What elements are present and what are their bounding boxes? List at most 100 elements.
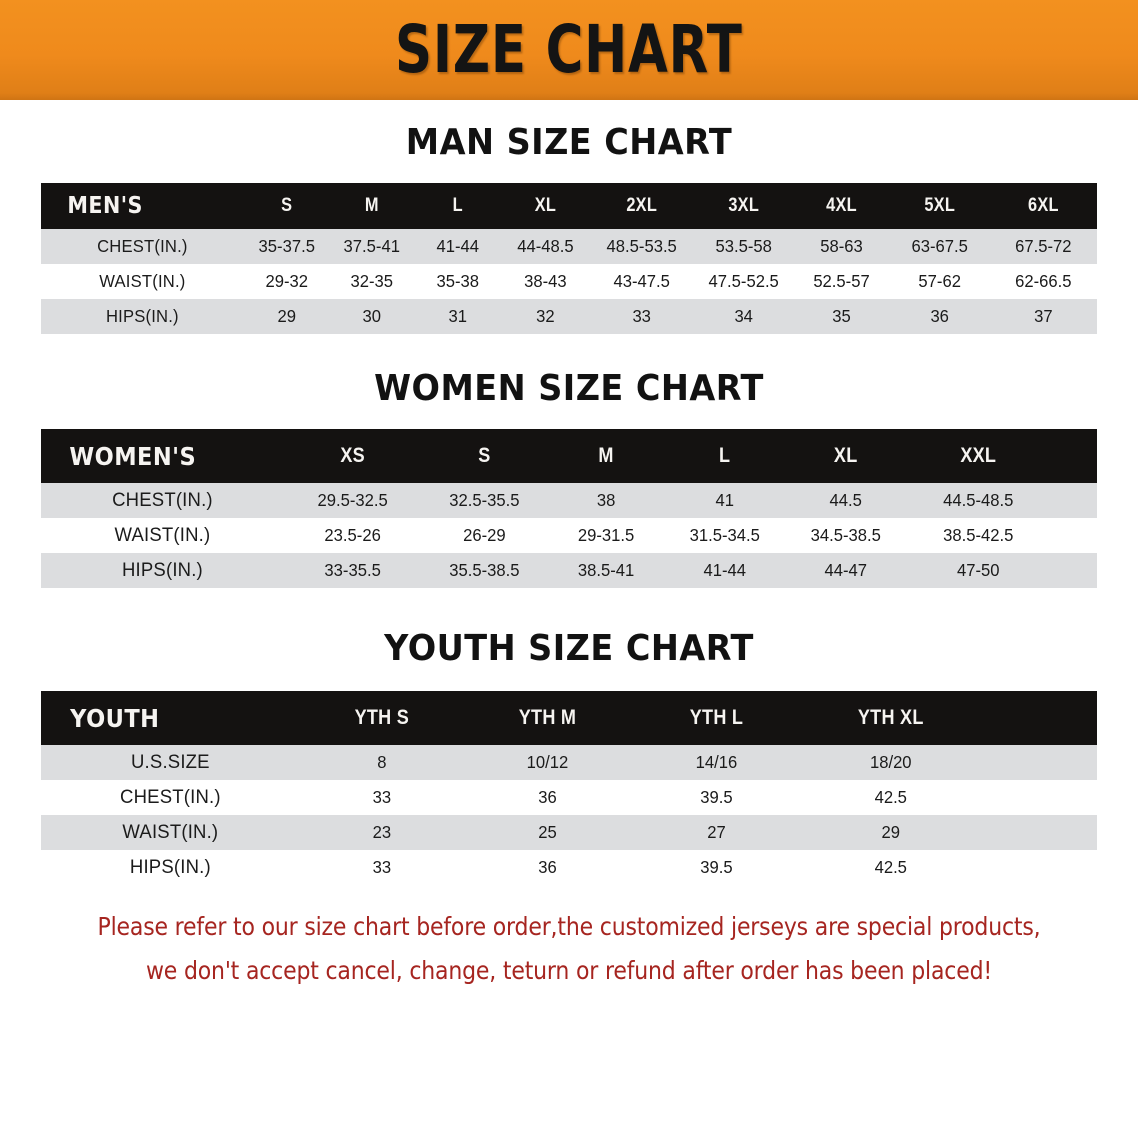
table-cell: 36	[930, 306, 949, 326]
table-cell: 23.5-26	[324, 525, 381, 545]
table-cell: 43-47.5	[613, 271, 671, 291]
table-cell: 42.5	[874, 857, 908, 877]
table-cell: 29	[277, 306, 296, 326]
table-cell: 47-50	[956, 560, 1000, 580]
youth-corner-label: YOUTH	[70, 703, 160, 733]
table-cell: 63-67.5	[911, 236, 968, 256]
table-cell: 27	[707, 822, 727, 842]
table-cell: 34	[733, 306, 753, 326]
men-row-label-hips: HIPS(IN.)	[105, 306, 179, 326]
table-cell: 30	[362, 306, 382, 326]
women-row-label-hips: HIPS(IN.)	[121, 559, 203, 581]
man-size-section: MAN SIZE CHART MEN'S S M L XL 2XL 3XL 4X…	[0, 122, 1138, 334]
women-col-xl: XL	[834, 444, 858, 467]
table-cell: 39.5	[700, 787, 733, 807]
women-col-xxl: XXL	[960, 444, 997, 467]
men-col-2xl: 2XL	[626, 195, 658, 216]
table-cell: 35.5-38.5	[449, 560, 520, 580]
women-row-label-waist: WAIST(IN.)	[114, 524, 211, 546]
men-col-5xl: 5XL	[924, 195, 955, 216]
table-cell: 33	[372, 857, 391, 877]
table-cell-spacer	[1051, 518, 1096, 553]
youth-row-label-waist: WAIST(IN.)	[122, 821, 219, 843]
table-cell-spacer	[984, 815, 1094, 850]
page-title: SIZE CHART	[395, 11, 743, 88]
youth-row-label-us-size: U.S.SIZE	[130, 751, 210, 773]
table-cell: 14/16	[696, 752, 738, 772]
table-row: WAIST(IN.) 29-32 32-35 35-38 38-43 43-47…	[41, 264, 1097, 299]
women-row-label-chest: CHEST(IN.)	[112, 489, 213, 511]
table-cell-spacer	[984, 780, 1094, 815]
table-cell: 44.5	[829, 490, 863, 510]
women-col-m: M	[598, 444, 614, 467]
table-cell: 29-32	[265, 271, 308, 291]
table-cell: 33	[632, 306, 652, 326]
men-table-wrapper: MEN'S S M L XL 2XL 3XL 4XL 5XL 6XL CHEST…	[41, 183, 1097, 334]
women-col-spacer	[1053, 429, 1094, 483]
table-cell: 37	[1034, 306, 1053, 326]
men-col-s: S	[280, 195, 293, 216]
table-row: HIPS(IN.) 33-35.5 35.5-38.5 38.5-41 41-4…	[41, 553, 1097, 588]
table-cell: 62-66.5	[1015, 271, 1072, 291]
table-cell: 44.5-48.5	[943, 490, 1014, 510]
table-cell: 23	[372, 822, 391, 842]
table-cell: 57-62	[918, 271, 961, 291]
table-cell: 36	[538, 787, 558, 807]
youth-row-label-hips: HIPS(IN.)	[129, 856, 211, 878]
table-cell: 44-47	[824, 560, 868, 580]
women-header-row: WOMEN'S XS S M L XL XXL	[41, 429, 1097, 483]
women-col-s: S	[478, 444, 491, 467]
table-cell: 52.5-57	[813, 271, 870, 291]
men-header-row: MEN'S S M L XL 2XL 3XL 4XL 5XL 6XL	[41, 183, 1097, 229]
table-cell: 39.5	[700, 857, 733, 877]
table-cell: 32-35	[350, 271, 394, 291]
footer-disclaimer: Please refer to our size chart before or…	[89, 905, 1048, 993]
youth-col-spacer	[989, 691, 1089, 745]
table-cell: 10/12	[527, 752, 569, 772]
table-cell: 33-35.5	[324, 560, 381, 580]
men-corner-label: MEN'S	[67, 193, 143, 219]
table-cell: 42.5	[874, 787, 908, 807]
table-cell: 53.5-58	[715, 236, 772, 256]
table-cell: 67.5-72	[1015, 236, 1072, 256]
men-col-6xl: 6XL	[1028, 195, 1060, 216]
table-cell: 32.5-35.5	[449, 490, 520, 510]
table-cell: 38.5-42.5	[943, 525, 1014, 545]
table-cell: 35-38	[436, 271, 479, 291]
table-cell: 41	[715, 490, 734, 510]
table-cell: 38.5-41	[577, 560, 635, 580]
youth-col-yth-m: YTH M	[519, 706, 577, 729]
table-row: HIPS(IN.) 29 30 31 32 33 34 35 36 37	[41, 299, 1097, 334]
table-cell: 36	[538, 857, 558, 877]
youth-col-yth-l: YTH L	[690, 706, 744, 729]
youth-col-yth-xl: YTH XL	[858, 706, 924, 729]
table-cell-spacer	[984, 850, 1094, 885]
table-row: CHEST(IN.) 35-37.5 37.5-41 41-44 44-48.5…	[41, 229, 1097, 264]
men-col-m: M	[365, 195, 379, 216]
men-col-xl: XL	[535, 195, 557, 216]
table-cell: 25	[538, 822, 558, 842]
table-cell: 18/20	[870, 752, 912, 772]
youth-table-wrapper: YOUTH YTH S YTH M YTH L YTH XL U.S.SIZE …	[41, 691, 1097, 885]
table-cell: 29	[881, 822, 901, 842]
table-cell: 35-37.5	[258, 236, 315, 256]
youth-row-label-chest: CHEST(IN.)	[120, 786, 221, 808]
table-cell: 31.5-34.5	[689, 525, 760, 545]
table-cell: 41-44	[703, 560, 746, 580]
women-size-section: WOMEN SIZE CHART WOMEN'S XS S M L XL XXL	[0, 368, 1138, 588]
table-cell: 33	[372, 787, 391, 807]
men-col-l: L	[452, 195, 463, 216]
youth-size-section: YOUTH SIZE CHART YOUTH YTH S YTH M YTH L…	[0, 628, 1138, 885]
men-row-label-chest: CHEST(IN.)	[97, 236, 188, 256]
footer-line-2: we don't accept cancel, change, teturn o…	[145, 956, 993, 985]
women-col-xs: XS	[340, 444, 365, 467]
table-cell: 35	[832, 306, 851, 326]
table-cell: 47.5-52.5	[708, 271, 779, 291]
table-cell-spacer	[1051, 483, 1096, 518]
table-row: U.S.SIZE 8 10/12 14/16 18/20	[41, 745, 1097, 780]
women-size-table: WOMEN'S XS S M L XL XXL CHEST(IN.) 29.5-…	[41, 429, 1097, 588]
table-cell-spacer	[984, 745, 1094, 780]
table-cell: 41-44	[436, 236, 479, 256]
table-cell: 38-43	[524, 271, 568, 291]
table-cell-spacer	[1051, 553, 1096, 588]
